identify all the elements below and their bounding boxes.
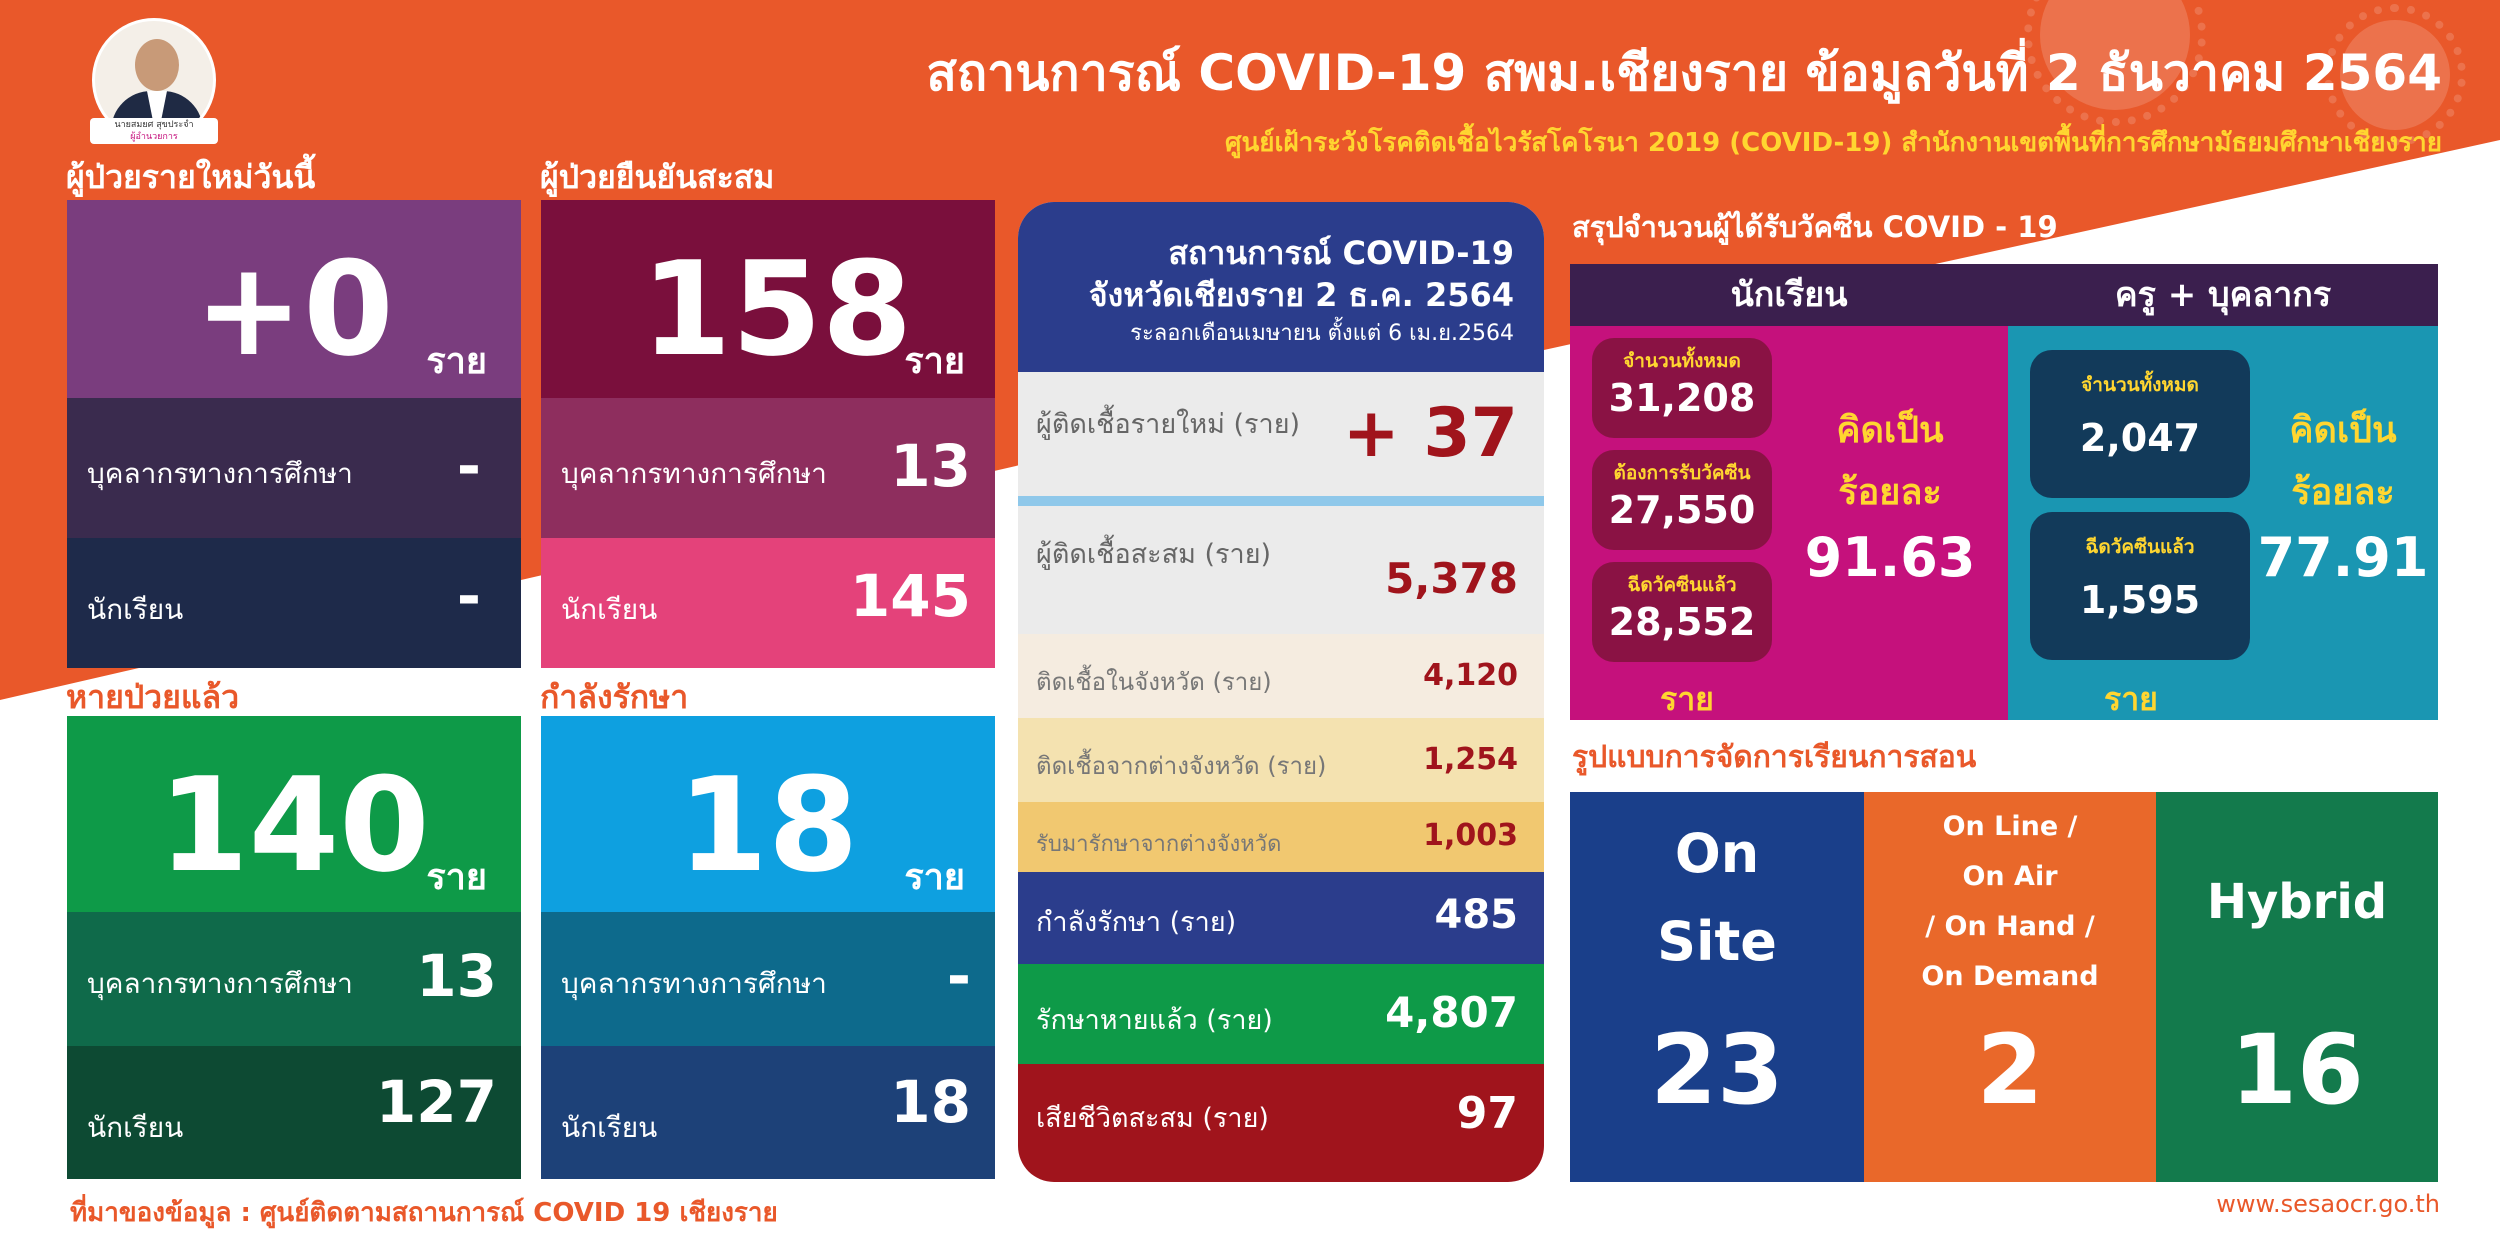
website-link[interactable]: www.sesaocr.go.th xyxy=(2216,1190,2440,1218)
teachers-done-pill: ฉีดวัคซีนแล้ว 1,595 xyxy=(2030,512,2250,660)
online-value: 2 xyxy=(1976,1014,2044,1126)
vaccine-students-panel: นักเรียน จำนวนทั้งหมด 31,208 ต้องการรับว… xyxy=(1570,264,2008,720)
cumulative-staff-label: บุคลากรทางการศึกษา xyxy=(561,457,827,490)
cumulative-student-label: นักเรียน xyxy=(561,593,658,626)
recovered-card: 140 ราย บุคลากรทางการศึกษา 13 นักเรียน 1… xyxy=(67,716,521,1179)
province-row-new: ผู้ติดเชื้อรายใหม่ (ราย) + 37 xyxy=(1018,372,1544,496)
treating-unit: ราย xyxy=(904,857,965,898)
new-today-value: +0 xyxy=(194,233,394,385)
hybrid-value: 16 xyxy=(2230,1014,2364,1126)
data-source: ที่มาของข้อมูล : ศูนย์ติดตามสถานการณ์ CO… xyxy=(70,1198,778,1228)
teachers-pct-label: คิดเป็น ร้อยละ xyxy=(2289,410,2397,513)
new-today-student-value: - xyxy=(456,562,481,630)
new-today-label: ผู้ป่วยรายใหม่วันนี้ xyxy=(66,158,316,196)
recovered-staff-value: 13 xyxy=(416,942,497,1010)
avatar-caption: นายสมยศ สุขประจำ ผู้อำนวยการ xyxy=(90,118,218,144)
vaccine-students-header: นักเรียน xyxy=(1570,264,2008,326)
recovered-student-label: นักเรียน xyxy=(87,1111,184,1144)
teaching-onsite: On Site 23 xyxy=(1570,792,1864,1182)
treating-staff-label: บุคลากรทางการศึกษา xyxy=(561,967,827,1000)
province-row-treating: กำลังรักษา (ราย) 485 xyxy=(1018,872,1544,964)
province-panel-header: สถานการณ์ COVID-19 จังหวัดเชียงราย 2 ธ.ค… xyxy=(1018,202,1544,372)
province-head-3: ระลอกเดือนเมษายน ตั้งแต่ 6 เม.ย.2564 xyxy=(1130,321,1514,346)
province-row-cumulative: ผู้ติดเชื้อสะสม (ราย) 5,378 xyxy=(1018,506,1544,634)
students-need-pill: ต้องการรับวัคซีน 27,550 xyxy=(1592,450,1772,550)
students-pct-label: คิดเป็น ร้อยละ xyxy=(1836,410,1944,513)
new-today-card: +0 ราย บุคลากรทางการศึกษา - นักเรียน - xyxy=(67,200,521,668)
students-pct-value: 91.63 xyxy=(1804,526,1976,589)
page-subtitle: ศูนย์เฝ้าระวังโรคติดเชื้อไวรัสโคโรนา 201… xyxy=(1224,128,2442,158)
virus-decoration-icon xyxy=(2324,4,2466,146)
new-today-staff-value: - xyxy=(456,432,481,500)
province-panel: สถานการณ์ COVID-19 จังหวัดเชียงราย 2 ธ.ค… xyxy=(1018,202,1544,1182)
province-head-1: สถานการณ์ COVID-19 xyxy=(1168,234,1514,272)
students-unit: ราย xyxy=(1660,680,1714,718)
teachers-unit: ราย xyxy=(2104,680,2158,718)
treating-card: 18 ราย บุคลากรทางการศึกษา - นักเรียน 18 xyxy=(541,716,995,1179)
province-row-death: เสียชีวิตสะสม (ราย) 97 xyxy=(1018,1064,1544,1182)
students-total-pill: จำนวนทั้งหมด 31,208 xyxy=(1592,338,1772,438)
cumulative-student-value: 145 xyxy=(849,562,971,630)
cumulative-card: 158 ราย บุคลากรทางการศึกษา 13 นักเรียน 1… xyxy=(541,200,995,668)
province-row-recovered: รักษาหายแล้ว (ราย) 4,807 xyxy=(1018,964,1544,1064)
recovered-staff-label: บุคลากรทางการศึกษา xyxy=(87,967,353,1000)
treating-label: กำลังรักษา xyxy=(540,678,689,716)
vaccine-teachers-header: ครู + บุคลากร xyxy=(2008,264,2438,326)
teaching-hybrid: Hybrid 16 xyxy=(2156,792,2438,1182)
recovered-student-value: 127 xyxy=(375,1068,497,1136)
recovered-value: 140 xyxy=(158,749,430,901)
students-done-pill: ฉีดวัคซีนแล้ว 28,552 xyxy=(1592,562,1772,662)
cumulative-label: ผู้ป่วยยืนยันสะสม xyxy=(540,158,775,196)
cumulative-value: 158 xyxy=(641,233,913,385)
teaching-online: On Line / On Air / On Hand / On Demand 2 xyxy=(1864,792,2156,1182)
province-divider xyxy=(1018,496,1544,506)
new-today-staff-label: บุคลากรทางการศึกษา xyxy=(87,457,353,490)
cumulative-unit: ราย xyxy=(904,341,965,382)
onsite-value: 23 xyxy=(1650,1014,1784,1126)
new-today-student-label: นักเรียน xyxy=(87,593,184,626)
teachers-pct-value: 77.91 xyxy=(2257,526,2429,589)
teachers-total-pill: จำนวนทั้งหมด 2,047 xyxy=(2030,350,2250,498)
cumulative-staff-value: 13 xyxy=(890,432,971,500)
province-row-out-province: ติดเชื้อจากต่างจังหวัด (ราย) 1,254 xyxy=(1018,718,1544,802)
treating-staff-value: - xyxy=(946,942,971,1010)
province-head-2: จังหวัดเชียงราย 2 ธ.ค. 2564 xyxy=(1088,276,1514,314)
province-row-in-province: ติดเชื้อในจังหวัด (ราย) 4,120 xyxy=(1018,634,1544,718)
recovered-unit: ราย xyxy=(426,857,487,898)
teaching-title: รูปแบบการจัดการเรียนการสอน xyxy=(1572,740,1977,775)
page-title: สถานการณ์ COVID-19 สพม.เชียงราย ข้อมูลวั… xyxy=(926,44,2442,102)
new-today-unit: ราย xyxy=(426,341,487,382)
recovered-label: หายป่วยแล้ว xyxy=(66,678,240,716)
province-row-transfer: รับมารักษาจากต่างจังหวัด 1,003 xyxy=(1018,802,1544,872)
vaccine-teachers-panel: ครู + บุคลากร จำนวนทั้งหมด 2,047 ฉีดวัคซ… xyxy=(2008,264,2438,720)
treating-value: 18 xyxy=(677,749,859,901)
vaccine-title: สรุปจำนวนผู้ได้รับวัคซีน COVID - 19 xyxy=(1572,210,2058,244)
treating-student-value: 18 xyxy=(890,1068,971,1136)
treating-student-label: นักเรียน xyxy=(561,1111,658,1144)
